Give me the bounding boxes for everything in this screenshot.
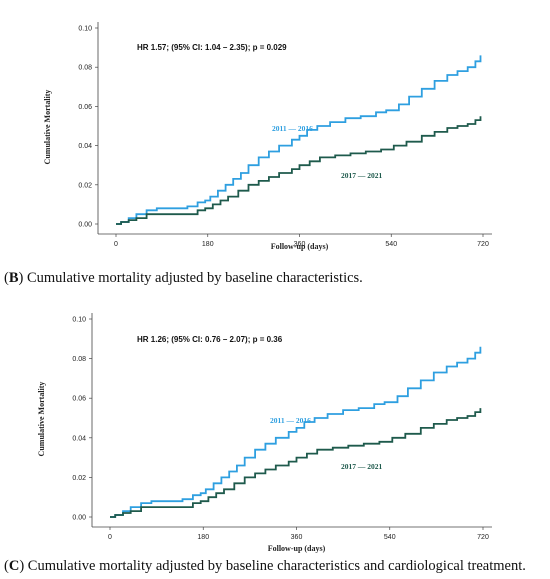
y-tick-label: 0.06 — [78, 104, 92, 111]
x-tick-label: 540 — [385, 241, 397, 248]
km-chart-b: 0.00 0.02 0.04 0.06 0.08 0.10 0 180 360 540 720 Fol… — [43, 22, 492, 251]
y-tick-label: 0.08 — [78, 65, 92, 72]
y-tick-label: 0.10 — [72, 317, 86, 324]
y-axis-title: Cumulative Mortality — [37, 382, 46, 457]
y-tick-label: 0.08 — [72, 356, 86, 363]
y-tick-label: 0.10 — [78, 26, 92, 33]
caption-b: (B) Cumulative mortality adjusted by bas… — [4, 270, 363, 286]
chart-panel-c: 0.00 0.02 0.04 0.06 0.08 0.10 0 180 360 540 720 Fol… — [0, 304, 550, 579]
caption-b-text: Cumulative mortality adjusted by baselin… — [23, 270, 363, 286]
y-tick-label: 0.04 — [78, 143, 92, 150]
x-tick-label: 540 — [384, 534, 396, 541]
hr-annotation: HR 1.26; (95% CI: 0.76 – 2.07); p = 0.36 — [137, 335, 283, 344]
km-chart-c: 0.00 0.02 0.04 0.06 0.08 0.10 0 180 360 540 720 Fol… — [37, 313, 492, 553]
series-label-2017-2021: 2017 — 2021 — [341, 462, 383, 471]
chart-panel-b: 0.00 0.02 0.04 0.06 0.08 0.10 0 180 360 540 720 Fol… — [4, 22, 492, 286]
y-tick-label: 0.04 — [72, 435, 86, 442]
x-tick-label: 0 — [114, 241, 118, 248]
x-tick-label: 360 — [291, 534, 303, 541]
series-line-2011-2016 — [116, 55, 482, 225]
x-axis-title: Follow-up (days) — [268, 544, 326, 553]
caption-b-letter: B — [8, 270, 19, 286]
x-tick-label: 720 — [477, 241, 489, 248]
caption-c-text: Cumulative mortality adjusted by baselin… — [24, 558, 526, 574]
x-tick-label: 360 — [294, 241, 306, 248]
x-tick-label: 180 — [197, 534, 209, 541]
x-tick-label: 0 — [108, 534, 112, 541]
x-tick-label: 180 — [202, 241, 214, 248]
x-axis-title: Follow-up (days) — [271, 242, 329, 251]
y-tick-label: 0.00 — [72, 515, 86, 522]
caption-c: (C) Cumulative mortality adjusted by bas… — [4, 558, 526, 574]
y-tick-label: 0.06 — [72, 396, 86, 403]
x-tick-label: 720 — [477, 534, 489, 541]
series-label-2011-2016: 2011 — 2016 — [270, 416, 311, 425]
y-tick-label: 0.00 — [78, 222, 92, 229]
series-line-2011-2016 — [110, 346, 482, 518]
series-label-2011-2016: 2011 — 2016 — [272, 124, 313, 133]
y-tick-label: 0.02 — [78, 182, 92, 189]
caption-c-letter: C — [8, 558, 20, 574]
series-line-2017-2021 — [116, 116, 482, 225]
series-line-2017-2021 — [110, 408, 482, 518]
y-axis-title: Cumulative Mortality — [43, 90, 52, 165]
series-label-2017-2021: 2017 — 2021 — [341, 171, 383, 180]
y-tick-label: 0.02 — [72, 475, 86, 482]
hr-annotation: HR 1.57; (95% CI: 1.04 – 2.35); p = 0.02… — [137, 43, 287, 52]
